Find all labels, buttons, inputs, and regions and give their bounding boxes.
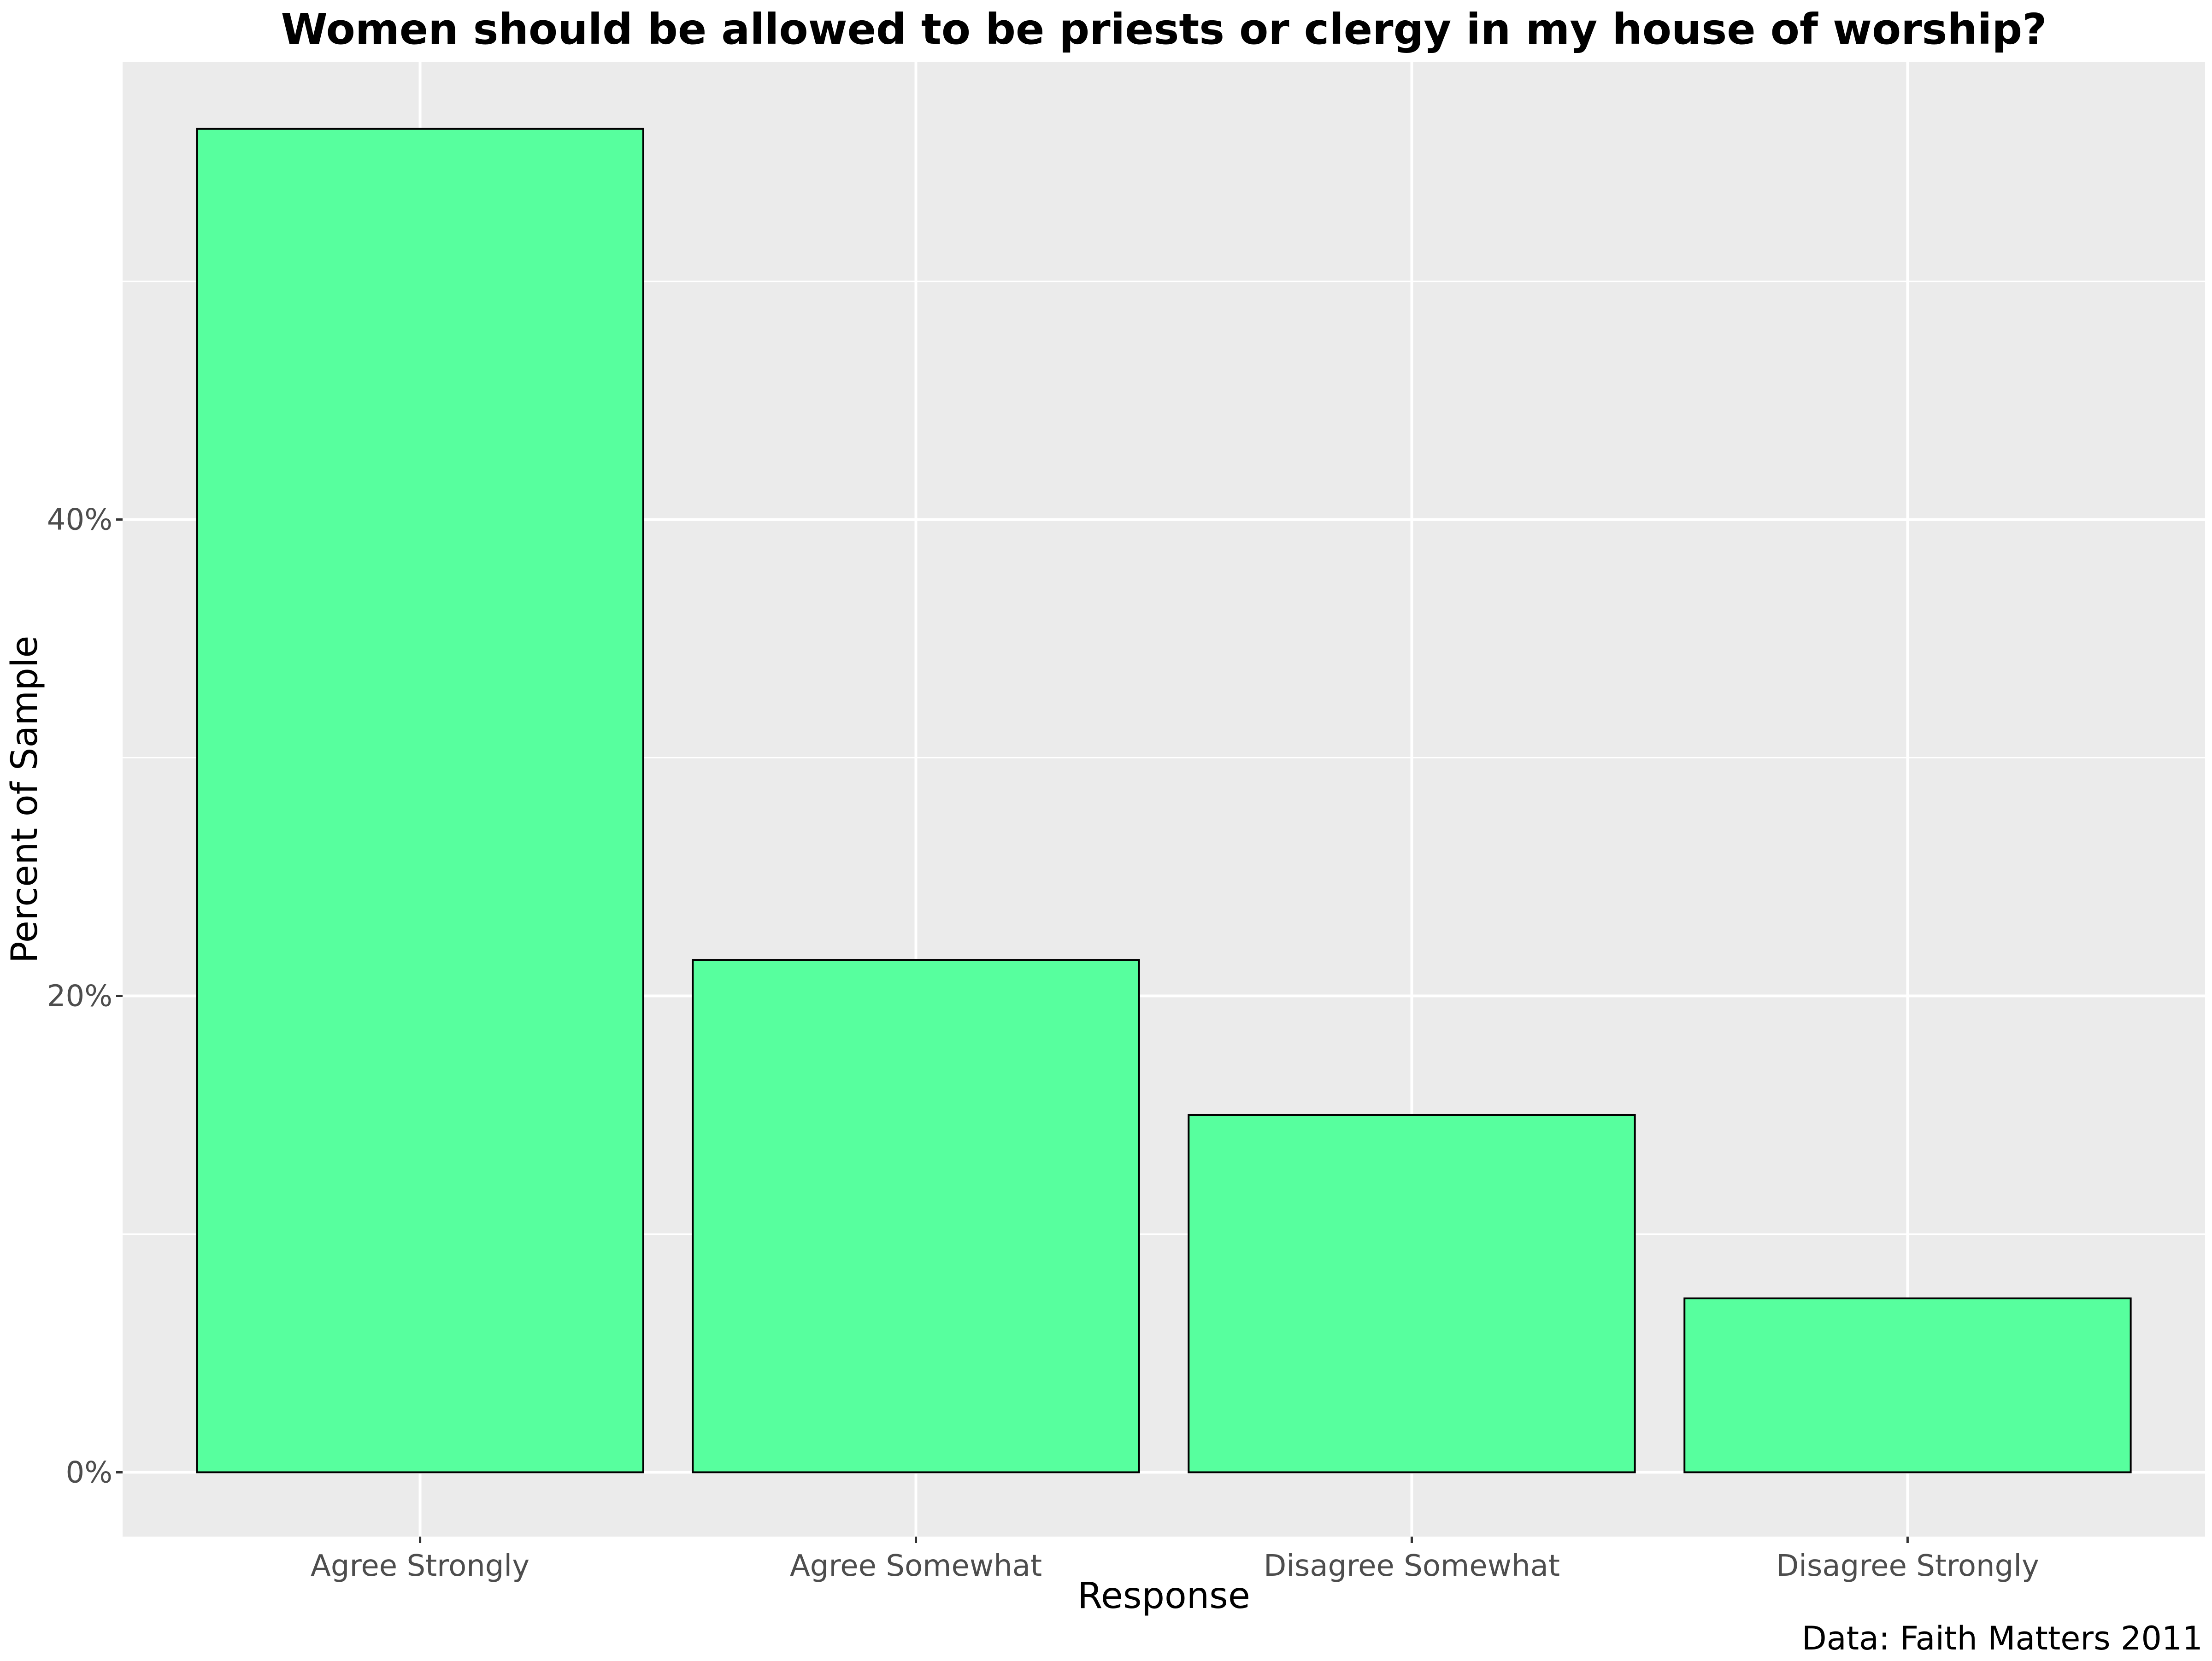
bars xyxy=(196,128,2132,1473)
bar-agree-somewhat xyxy=(692,959,1140,1473)
x-axis: Agree Strongly Agree Somewhat Disagree Som… xyxy=(311,1537,2039,1583)
data-source-caption: Data: Faith Matters 2011 xyxy=(1802,1620,2203,1657)
y-axis-title: Percent of Sample xyxy=(4,636,46,963)
x-tick-label: Agree Strongly xyxy=(311,1549,529,1583)
bar-disagree-strongly xyxy=(1683,1297,2132,1473)
bar-disagree-somewhat xyxy=(1188,1114,1636,1473)
x-tick-label: Disagree Somewhat xyxy=(1264,1549,1560,1583)
y-tick-label: 20% xyxy=(47,979,112,1013)
x-tick-label: Disagree Strongly xyxy=(1776,1549,2039,1583)
bar-agree-strongly xyxy=(196,128,644,1473)
chart-title: Women should be allowed to be priests or… xyxy=(281,5,2047,54)
y-tick-label: 0% xyxy=(65,1456,112,1490)
x-axis-title: Response xyxy=(1077,1575,1250,1617)
x-tick-label: Agree Somewhat xyxy=(790,1549,1042,1583)
y-tick-label: 40% xyxy=(47,503,112,537)
y-axis: 0% 20% 40% xyxy=(47,503,123,1490)
